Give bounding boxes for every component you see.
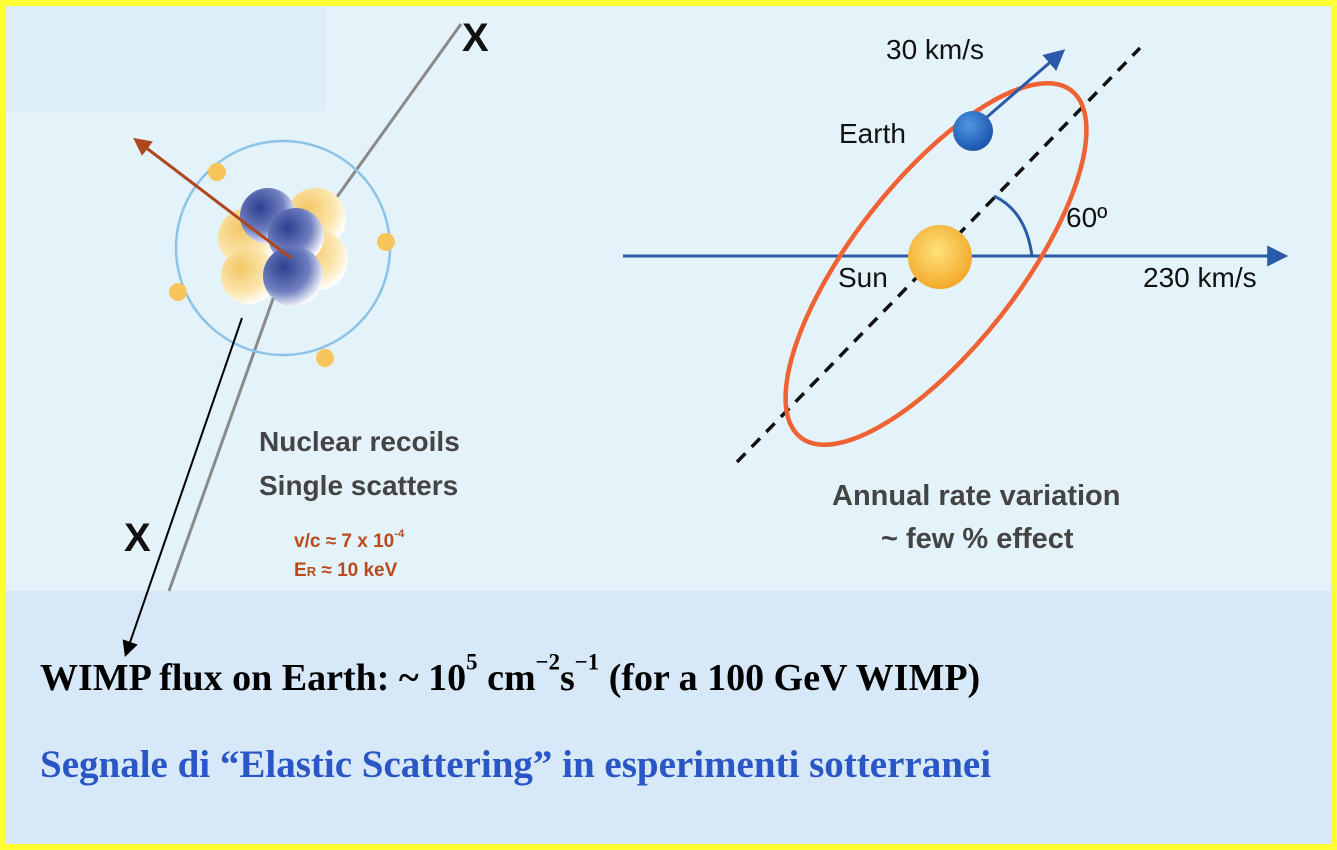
effect-caption: ~ few % effect [881, 523, 1074, 555]
nucleus [218, 188, 348, 306]
earth-label: Earth [839, 118, 906, 149]
flux-unit-exponent: −2 [535, 649, 560, 675]
bottom-band [6, 591, 1331, 844]
electron [208, 163, 226, 181]
left-title-line2: Single scatters [259, 470, 459, 501]
energy-subscript: R [306, 564, 317, 579]
angle-label: 60º [1066, 202, 1108, 233]
sun-label: Sun [838, 262, 888, 293]
flux-suffix: (for a 100 GeV WIMP) [599, 657, 981, 699]
recoil-arrow [133, 137, 292, 260]
x-marker-bottom: X [124, 516, 151, 560]
energy-note: ER ≈ 10 keV [294, 560, 397, 582]
orbit-diagram [623, 46, 1289, 464]
flux-exponent: 5 [466, 649, 478, 675]
pointer-arrow [122, 317, 243, 658]
flux-unit: cm [477, 657, 536, 699]
electron [377, 233, 395, 251]
velocity-note: v/c ≈ 7 x 10-4 [294, 527, 405, 553]
top-left-panel [6, 6, 326, 111]
outgoing-wimp-track [167, 267, 286, 592]
earth-speed-label: 30 km/s [886, 34, 985, 65]
x-marker-top: X [462, 16, 489, 60]
atom-diagram [122, 23, 463, 658]
sun-speed-label: 230 km/s [1143, 262, 1257, 293]
energy-symbol: E [294, 560, 307, 581]
energy-value: ≈ 10 keV [316, 560, 398, 581]
flux-seconds: s [560, 657, 575, 699]
electron [316, 349, 334, 367]
velocity-exponent: -4 [394, 527, 405, 540]
velocity-text: v/c ≈ 7 x 10 [294, 531, 395, 552]
diagram-canvas [122, 23, 1289, 658]
electron [169, 283, 187, 301]
slide-subtitle: Segnale di “Elastic Scattering” in esper… [40, 743, 992, 786]
wimp-flux-statement: WIMP flux on Earth: ~ 105 cm−2s−1 (for a… [40, 651, 981, 700]
flux-seconds-exponent: −1 [574, 649, 600, 675]
flux-prefix: WIMP flux on Earth: ~ 10 [40, 657, 467, 699]
annual-variation-caption: Annual rate variation [832, 480, 1121, 512]
left-title-line1: Nuclear recoils [259, 426, 460, 457]
earth-orbit [783, 81, 1089, 447]
angle-arc [993, 194, 1034, 257]
sun [908, 225, 972, 289]
earth [953, 111, 993, 151]
